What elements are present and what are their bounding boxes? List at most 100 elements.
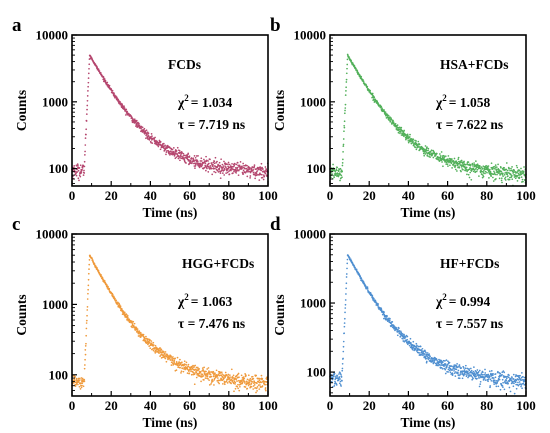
data-point — [478, 165, 481, 167]
data-point — [335, 384, 338, 386]
data-point — [174, 157, 177, 160]
data-point — [219, 374, 222, 377]
data-point — [413, 144, 415, 147]
data-point — [78, 167, 81, 169]
data-point — [249, 377, 252, 380]
data-point — [448, 157, 451, 160]
data-point — [425, 360, 428, 363]
data-point — [331, 173, 333, 175]
data-point — [380, 308, 383, 311]
data-point — [84, 154, 86, 156]
data-point — [93, 263, 96, 265]
data-point — [406, 134, 409, 137]
data-point — [366, 85, 369, 88]
data-point — [426, 146, 428, 148]
data-point — [157, 145, 160, 148]
data-point — [432, 156, 435, 159]
data-point — [231, 162, 233, 165]
data-point — [451, 373, 454, 375]
data-point — [83, 172, 86, 174]
data-point — [473, 169, 476, 171]
data-point — [520, 171, 523, 173]
data-point — [506, 173, 509, 176]
data-point — [472, 165, 474, 167]
data-point — [516, 180, 519, 182]
data-point — [511, 178, 514, 181]
data-point — [82, 378, 84, 381]
x-axis-label: Time (ns) — [401, 415, 456, 430]
data-point — [216, 160, 218, 163]
data-point — [435, 363, 438, 365]
data-point — [497, 370, 499, 373]
data-point — [263, 175, 266, 178]
data-point — [245, 167, 248, 170]
data-point — [78, 379, 81, 382]
data-point — [253, 383, 256, 386]
data-point — [133, 322, 136, 325]
data-point — [83, 380, 86, 382]
data-point — [86, 108, 88, 111]
data-point — [204, 162, 207, 165]
data-point — [504, 177, 506, 180]
data-point — [383, 317, 385, 320]
data-point — [188, 370, 190, 373]
data-point — [509, 169, 511, 172]
data-point — [442, 359, 445, 362]
data-point — [465, 168, 468, 171]
data-point — [255, 374, 258, 377]
data-point — [343, 120, 346, 123]
data-point — [265, 168, 268, 171]
data-point — [114, 297, 116, 300]
data-point — [248, 170, 251, 173]
data-point — [388, 119, 391, 121]
data-point — [100, 275, 103, 278]
lifetime-text: τ = 7.476 ns — [178, 316, 245, 331]
data-point — [264, 383, 267, 386]
data-point — [493, 383, 496, 385]
data-point — [521, 372, 523, 374]
data-point — [492, 176, 494, 179]
data-point — [249, 167, 251, 169]
data-point — [369, 89, 371, 92]
data-point — [158, 352, 161, 354]
data-point — [495, 178, 497, 180]
data-point — [353, 265, 356, 267]
data-point — [107, 84, 110, 86]
data-point — [468, 368, 470, 370]
data-point — [517, 172, 520, 175]
data-point — [194, 364, 197, 367]
data-point — [254, 173, 256, 175]
data-point — [73, 381, 75, 384]
data-point — [228, 173, 231, 176]
data-point — [521, 178, 524, 181]
data-point — [345, 90, 347, 92]
data-point — [349, 258, 352, 261]
data-point — [389, 317, 391, 320]
data-point — [505, 377, 508, 380]
data-point — [508, 167, 511, 170]
data-point — [462, 168, 464, 171]
data-point — [400, 330, 402, 333]
data-point — [441, 367, 444, 370]
data-point — [85, 327, 88, 330]
data-point — [211, 165, 214, 168]
data-point — [264, 166, 267, 168]
data-point — [448, 366, 451, 369]
data-point — [187, 159, 190, 161]
chi-symbol: χ — [177, 294, 185, 309]
data-point — [213, 162, 216, 165]
data-point — [465, 163, 467, 166]
data-point — [245, 375, 247, 377]
data-point — [91, 257, 93, 260]
data-point — [444, 368, 447, 371]
data-point — [170, 364, 173, 366]
data-point — [463, 160, 465, 163]
data-point — [81, 167, 84, 169]
data-point — [249, 379, 251, 382]
data-point — [480, 372, 483, 374]
data-point — [200, 157, 203, 160]
data-point — [348, 256, 351, 259]
data-point — [73, 165, 76, 167]
data-point — [345, 276, 348, 278]
data-point — [397, 131, 400, 134]
